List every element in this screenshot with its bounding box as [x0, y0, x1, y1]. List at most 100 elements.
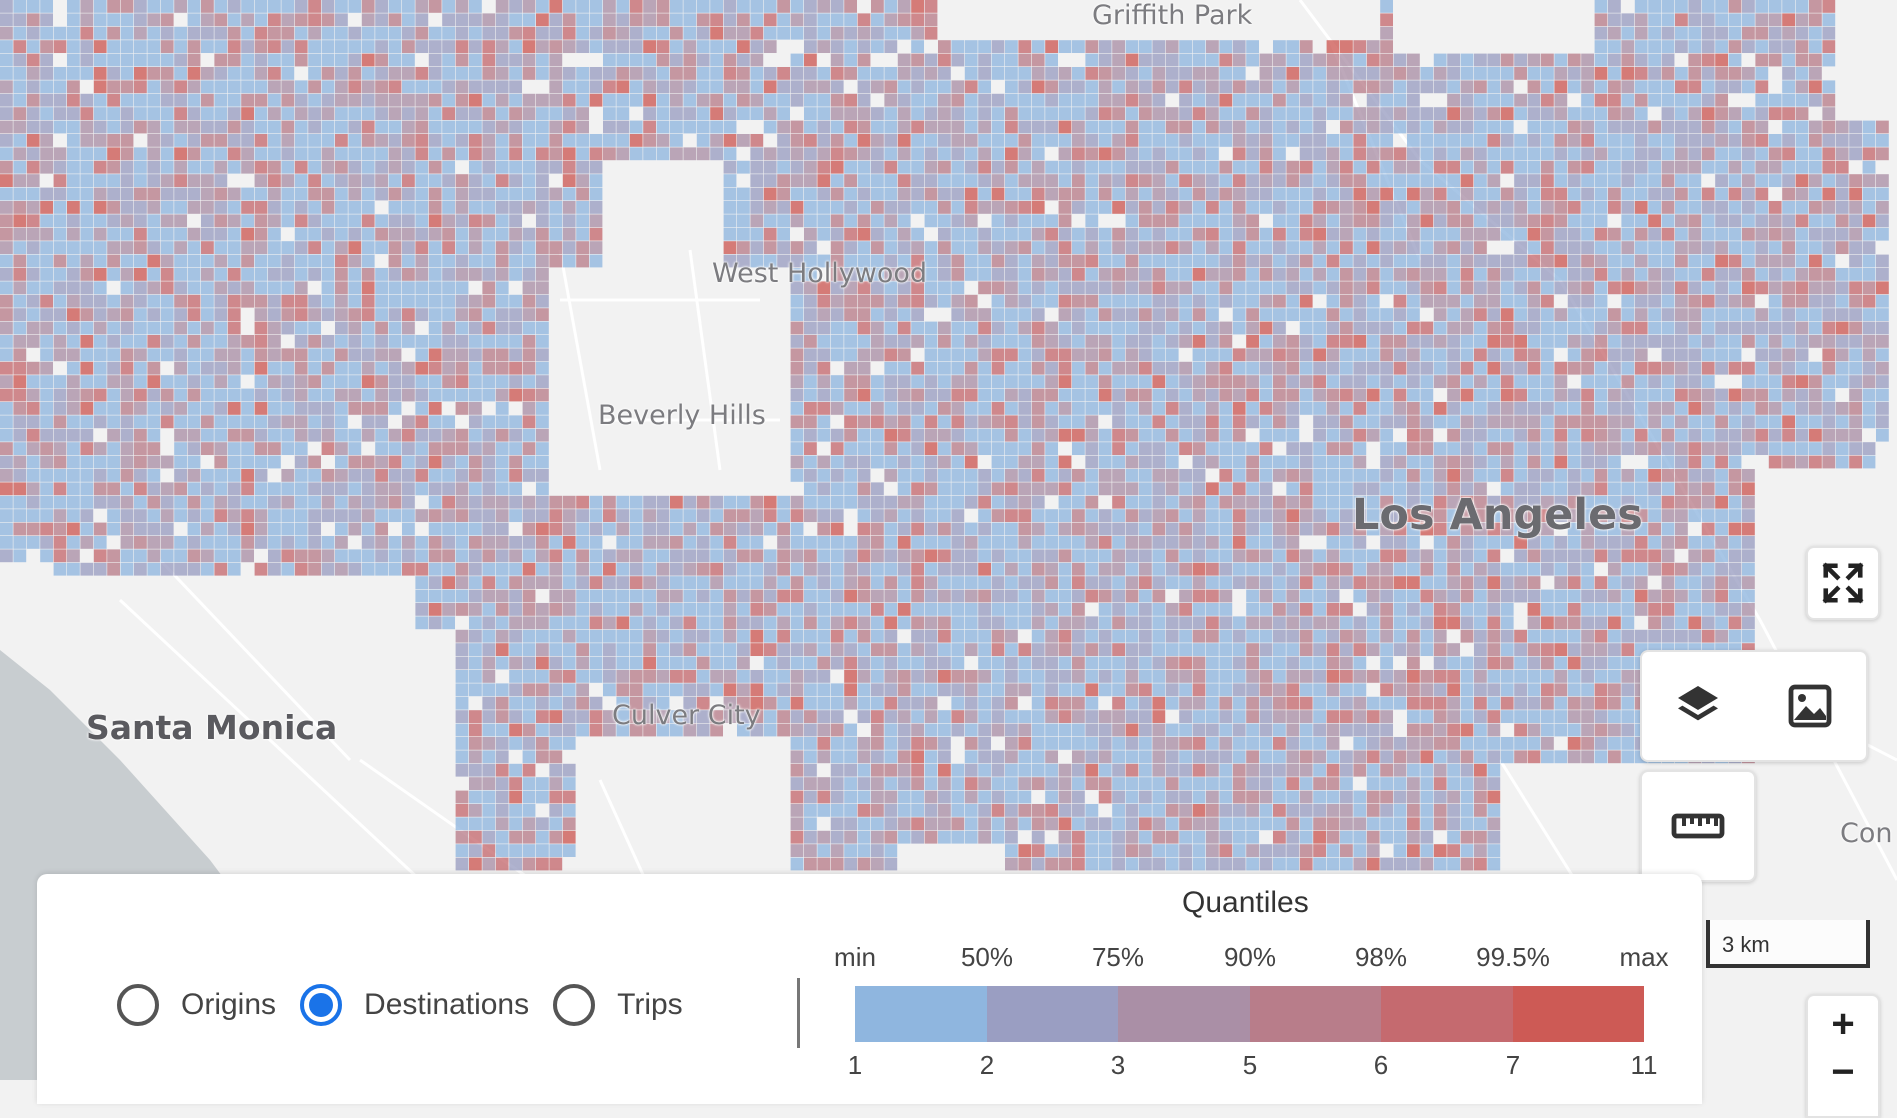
- density-cell: [522, 0, 536, 13]
- density-cell: [1179, 402, 1192, 415]
- density-cell: [1112, 40, 1125, 53]
- density-cell: [428, 53, 442, 67]
- density-cell: [1608, 428, 1621, 442]
- density-cell: [0, 53, 13, 67]
- density-cell: [93, 268, 107, 281]
- density-cell: [428, 67, 442, 80]
- density-cell: [107, 120, 120, 134]
- density-cell: [1634, 67, 1648, 80]
- density-cell: [1460, 134, 1474, 147]
- density-cell: [576, 40, 589, 53]
- density-cell: [938, 361, 951, 375]
- density-cell: [1514, 348, 1527, 362]
- density-cell: [790, 187, 804, 201]
- density-cell: [348, 428, 362, 442]
- density-cell: [1206, 40, 1219, 53]
- density-cell: [361, 482, 375, 496]
- density-cell: [53, 107, 67, 120]
- density-cell: [1366, 241, 1380, 254]
- density-cell: [1474, 536, 1487, 549]
- density-cell: [737, 93, 750, 107]
- density-cell: [1728, 495, 1742, 509]
- density-cell: [616, 134, 630, 147]
- density-cell: [1420, 134, 1434, 147]
- density-cell: [1353, 254, 1367, 268]
- density-cell: [1179, 321, 1192, 335]
- density-cell: [857, 80, 871, 94]
- density-cell: [1326, 93, 1340, 107]
- density-cell: [1581, 214, 1594, 228]
- density-cell: [1500, 201, 1514, 214]
- density-cell: [1232, 308, 1246, 321]
- density-cell: [281, 361, 295, 375]
- density-cell: [0, 13, 13, 27]
- density-cell: [1407, 469, 1420, 482]
- density-cell: [0, 134, 13, 147]
- density-cell: [1139, 442, 1152, 455]
- density-cell: [1085, 482, 1099, 496]
- density-cell: [348, 26, 362, 40]
- density-cell: [562, 93, 576, 107]
- density-cell: [857, 281, 871, 295]
- density-cell: [1259, 93, 1273, 107]
- density-cell: [147, 549, 161, 563]
- density-cell: [455, 536, 469, 549]
- density-cell: [1031, 107, 1045, 120]
- density-cell: [214, 160, 228, 174]
- density-cell: [160, 120, 174, 134]
- density-cell: [1715, 509, 1728, 522]
- density-cell: [1661, 361, 1675, 375]
- density-cell: [777, 80, 790, 94]
- density-cell: [361, 536, 375, 549]
- density-cell: [469, 469, 482, 482]
- density-cell: [844, 147, 857, 161]
- density-cell: [201, 187, 214, 201]
- density-cell: [1567, 120, 1581, 134]
- density-cell: [871, 428, 884, 442]
- density-cell: [629, 495, 643, 509]
- density-cell: [1366, 402, 1380, 415]
- density-cell: [268, 388, 281, 402]
- density-cell: [361, 268, 375, 281]
- density-cell: [589, 214, 603, 228]
- density-cell: [1112, 469, 1125, 482]
- density-cell: [361, 321, 375, 335]
- density-cell: [656, 522, 670, 536]
- density-cell: [214, 254, 228, 268]
- density-cell: [1179, 335, 1192, 348]
- density-cell: [455, 308, 469, 321]
- density-cell: [1876, 348, 1889, 362]
- density-cell: [415, 388, 429, 402]
- density-cell: [214, 308, 228, 321]
- density-cell: [361, 281, 375, 295]
- density-cell: [1232, 509, 1246, 522]
- density-cell: [495, 321, 509, 335]
- density-cell: [1031, 388, 1045, 402]
- density-cell: [214, 428, 228, 442]
- density-cell: [469, 53, 482, 67]
- density-cell: [214, 455, 228, 469]
- density-cell: [442, 361, 455, 375]
- density-cell: [241, 522, 254, 536]
- density-cell: [1072, 522, 1085, 536]
- density-cell: [26, 509, 40, 522]
- density-cell: [857, 361, 871, 375]
- density-cell: [777, 187, 790, 201]
- density-cell: [1554, 415, 1568, 429]
- density-cell: [107, 361, 120, 375]
- density-cell: [1179, 522, 1192, 536]
- density-cell: [160, 201, 174, 214]
- density-cell: [495, 482, 509, 496]
- density-cell: [281, 93, 295, 107]
- density-cell: [1098, 388, 1112, 402]
- density-cell: [1554, 214, 1568, 228]
- density-cell: [897, 134, 911, 147]
- density-cell: [495, 0, 509, 13]
- density-cell: [40, 268, 53, 281]
- density-cell: [469, 348, 482, 362]
- density-cell: [455, 375, 469, 388]
- density-cell: [643, 522, 656, 536]
- density-cell: [1701, 536, 1715, 549]
- density-cell: [214, 147, 228, 161]
- density-cell: [938, 281, 951, 295]
